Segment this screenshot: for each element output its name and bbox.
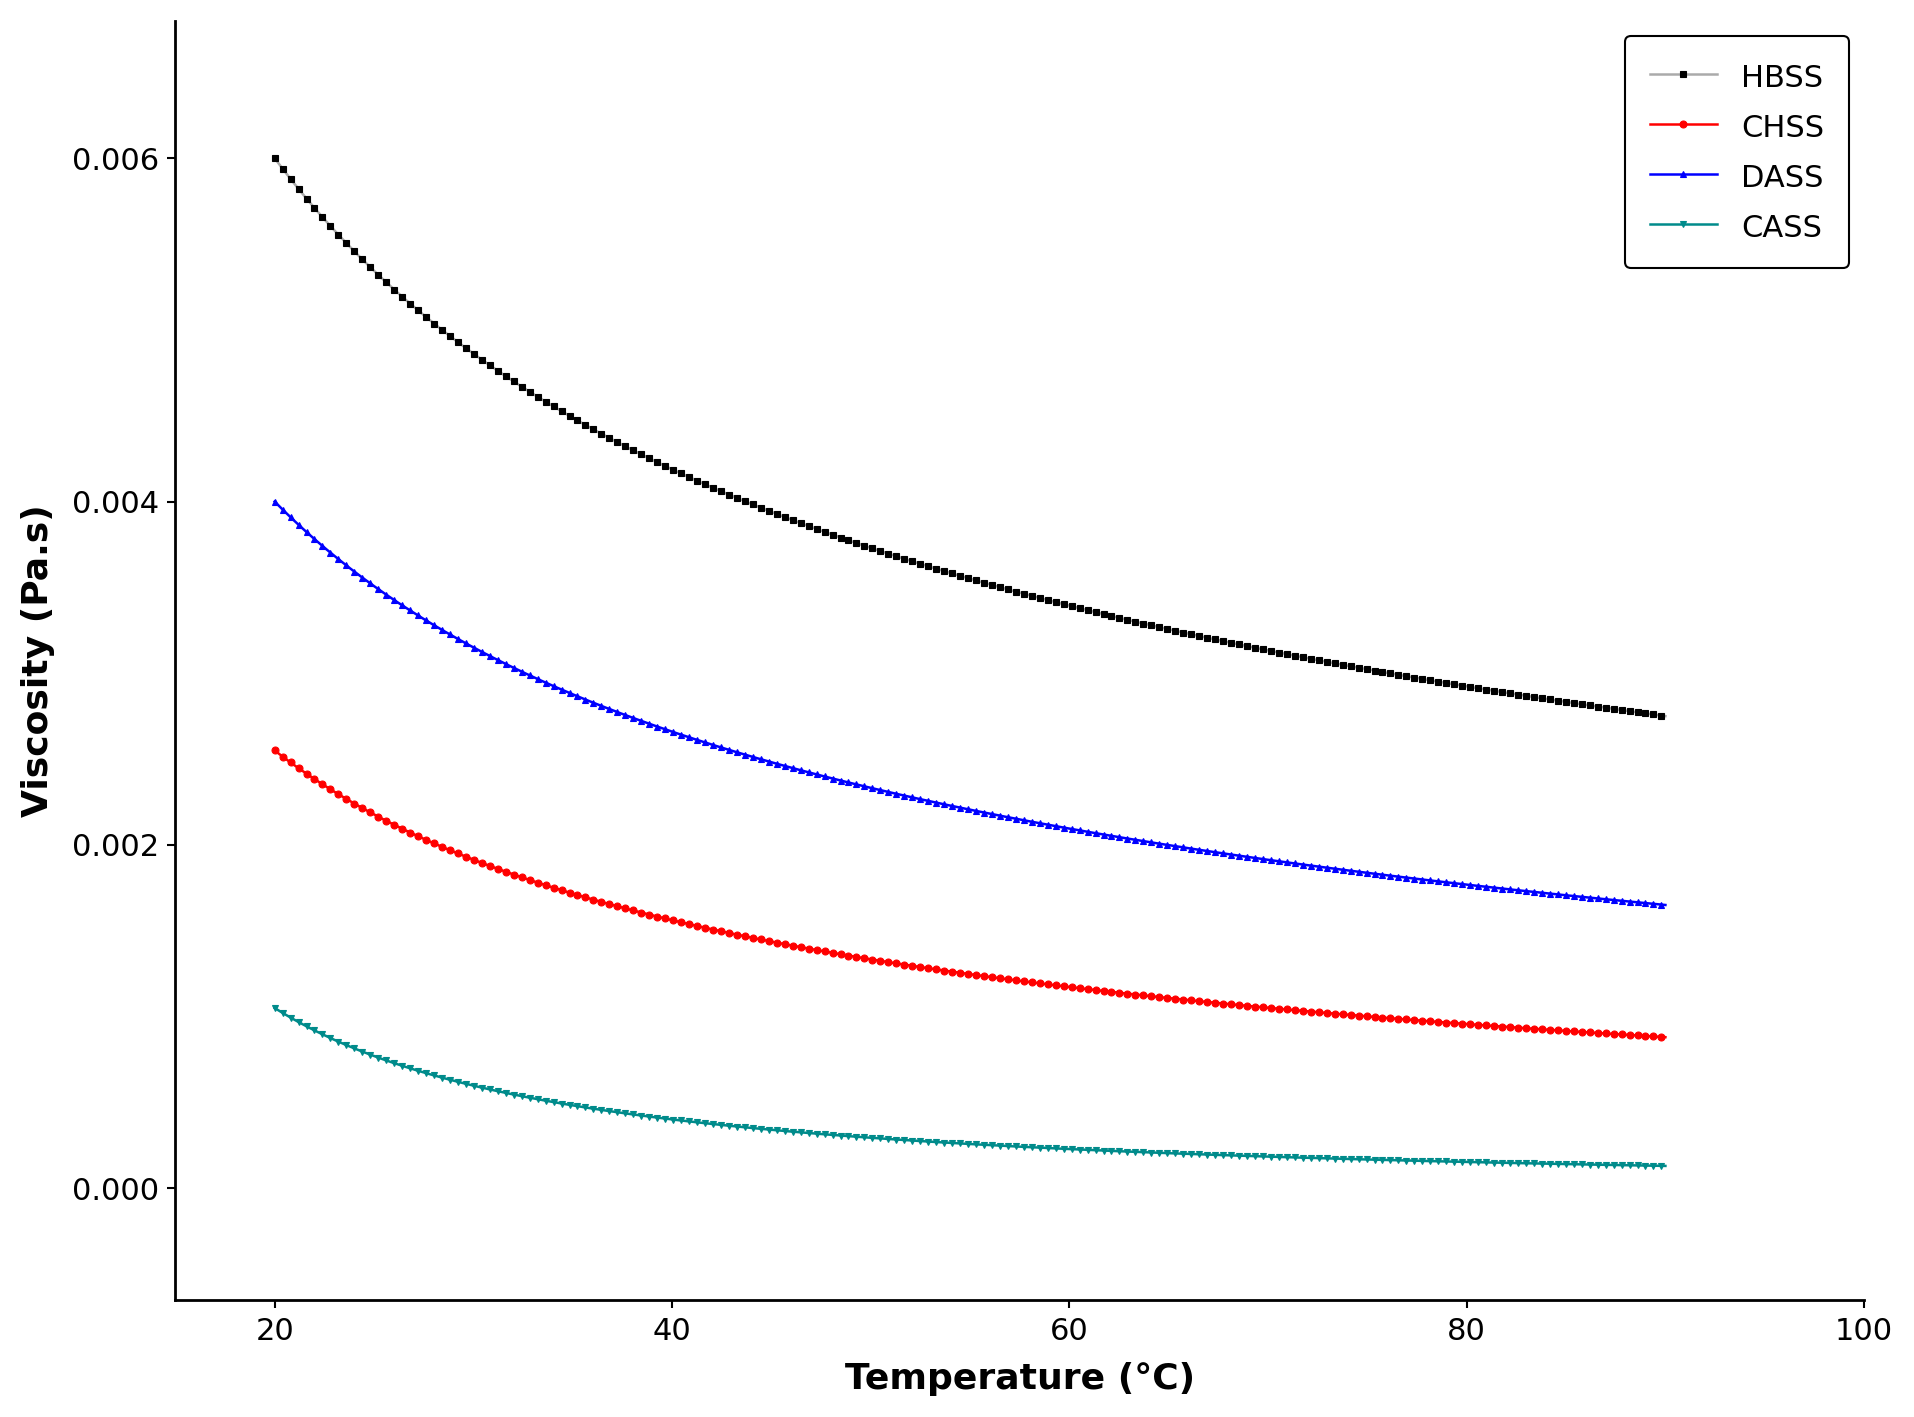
HBSS — [1654, 707, 1677, 724]
CASS — [1083, 1142, 1106, 1159]
DASS — [1005, 811, 1028, 828]
CASS — [1594, 1156, 1617, 1173]
DASS — [1654, 897, 1677, 914]
DASS — [634, 714, 657, 731]
Line: DASS: DASS — [272, 497, 1669, 908]
HBSS — [1594, 699, 1617, 716]
CHSS — [1083, 982, 1106, 999]
HBSS — [905, 554, 928, 571]
CASS — [1635, 1158, 1658, 1175]
CASS — [1654, 1158, 1677, 1175]
HBSS — [634, 448, 657, 465]
X-axis label: Temperature (°C): Temperature (°C) — [844, 1362, 1194, 1396]
CHSS — [1654, 1029, 1677, 1046]
CASS — [634, 1108, 657, 1125]
CHSS — [1005, 972, 1028, 989]
CASS — [262, 999, 285, 1016]
Line: CHSS: CHSS — [272, 747, 1669, 1040]
CHSS — [905, 958, 928, 975]
Y-axis label: Viscosity (Pa.s): Viscosity (Pa.s) — [21, 504, 56, 816]
Line: HBSS: HBSS — [272, 154, 1669, 720]
Line: CASS: CASS — [272, 1005, 1669, 1169]
CHSS — [1594, 1024, 1617, 1041]
CASS — [1005, 1138, 1028, 1155]
HBSS — [1005, 582, 1028, 599]
HBSS — [1083, 604, 1106, 621]
DASS — [1083, 825, 1106, 842]
CHSS — [634, 905, 657, 922]
CHSS — [1635, 1027, 1658, 1044]
CHSS — [262, 743, 285, 760]
DASS — [262, 493, 285, 510]
DASS — [1635, 894, 1658, 911]
HBSS — [262, 150, 285, 167]
DASS — [905, 789, 928, 806]
DASS — [1594, 891, 1617, 908]
Legend: HBSS, CHSS, DASS, CASS: HBSS, CHSS, DASS, CASS — [1625, 35, 1849, 268]
CASS — [905, 1132, 928, 1149]
HBSS — [1635, 704, 1658, 721]
